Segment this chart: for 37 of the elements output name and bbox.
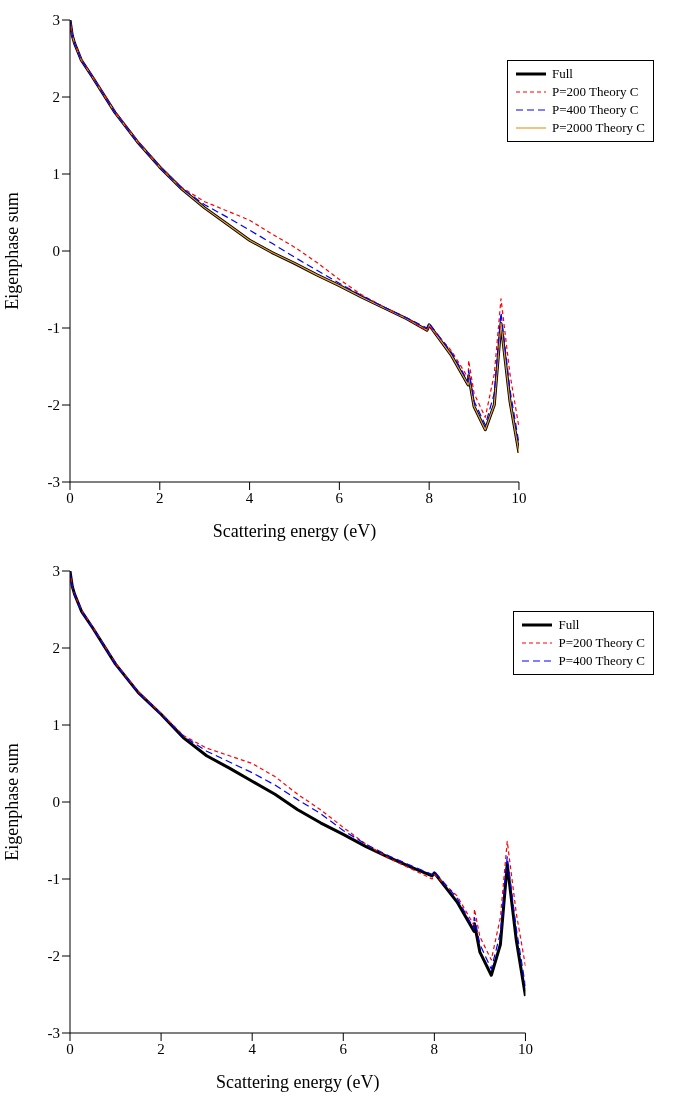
legend-label: P=200 Theory C	[558, 634, 645, 652]
x-tick-label: 2	[157, 1040, 165, 1057]
x-tick-label: 2	[156, 489, 164, 506]
y-tick-label: 1	[52, 717, 60, 734]
legend-label: Full	[551, 65, 573, 83]
y-tick-label: -2	[47, 948, 60, 965]
legend-label: P=400 Theory C	[551, 101, 639, 119]
y-tick-label: 0	[52, 794, 60, 811]
y-axis-title: Eigenphase sum	[2, 743, 23, 861]
y-tick-label: 0	[52, 243, 60, 260]
y-tick-label: -1	[47, 320, 60, 337]
x-tick-label: 0	[66, 489, 74, 506]
legend-label: P=200 Theory C	[551, 83, 639, 101]
y-tick-label: 2	[52, 640, 60, 657]
legend-label: P=400 Theory C	[558, 652, 645, 670]
x-axis-title: Scattering energy (eV)	[215, 1072, 380, 1093]
y-tick-label: 2	[52, 89, 60, 106]
y-tick-label: 3	[52, 563, 60, 580]
x-tick-label: 10	[517, 1040, 533, 1057]
y-tick-label: -1	[47, 871, 60, 888]
x-tick-label: 8	[430, 1040, 439, 1057]
y-tick-label: 1	[52, 166, 60, 183]
x-tick-label: 4	[248, 1040, 257, 1057]
x-tick-label: 6	[339, 1040, 348, 1057]
x-tick-label: 10	[511, 489, 527, 506]
y-axis-title: Eigenphase sum	[2, 192, 23, 310]
y-tick-label: -3	[47, 1025, 60, 1042]
x-tick-label: 8	[425, 489, 433, 506]
x-tick-label: 4	[245, 489, 254, 506]
x-axis-title: Scattering energy (eV)	[212, 521, 377, 542]
y-tick-label: 3	[52, 12, 60, 29]
legend-label: Full	[558, 616, 580, 634]
y-tick-label: -3	[47, 474, 60, 491]
x-tick-label: 0	[66, 1040, 74, 1057]
legend-label: P=2000 Theory C	[551, 119, 645, 137]
y-tick-label: -2	[47, 397, 60, 414]
x-tick-label: 6	[335, 489, 344, 506]
